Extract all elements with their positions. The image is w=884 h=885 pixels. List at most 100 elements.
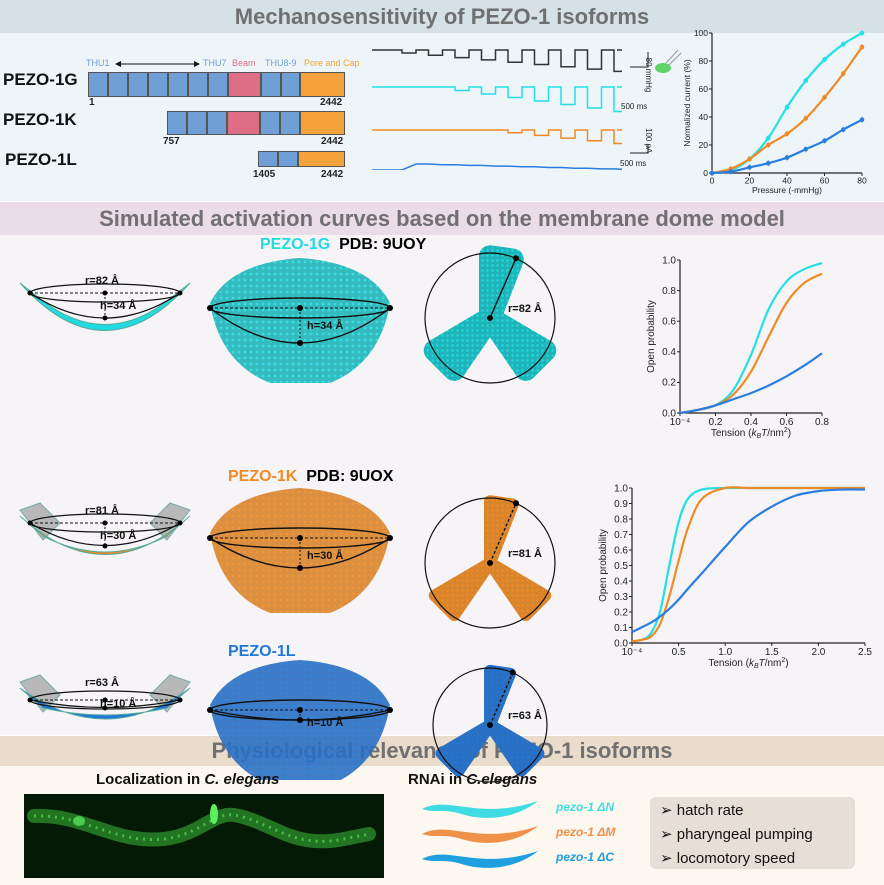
pezo-1l-current-trace <box>372 163 622 170</box>
worm-icon <box>422 851 538 868</box>
thu-domain <box>261 72 281 97</box>
pezo-1g-current-trace <box>372 86 622 113</box>
structure-side-view <box>207 660 393 780</box>
x-tick-label: 0.2 <box>709 417 723 428</box>
thu-domain <box>148 72 168 97</box>
section-title-simulation: Simulated activation curves based on the… <box>0 202 884 235</box>
series-line-0 <box>711 32 863 175</box>
axis-line <box>679 260 822 414</box>
rnai-label: pezo-1 ΔM <box>556 825 616 839</box>
phenotype-label: hatch rate <box>676 802 744 819</box>
arrow-icon <box>115 61 200 67</box>
series-line-1 <box>631 486 865 643</box>
pore-cap-domain <box>298 151 345 167</box>
series-line-2 <box>631 488 866 634</box>
isoform-label-1l: PEZO-1L <box>5 150 77 169</box>
height-label: h=30 Å <box>100 530 137 542</box>
isoform-name: PEZO-1G <box>260 236 331 253</box>
x-axis-label: Tension (kBT/nm2) <box>708 657 788 670</box>
phenotype-item: ➢ locomotory speed <box>660 850 796 867</box>
rnai-label: pezo-1 ΔC <box>556 850 615 864</box>
x-tick-label: 2.5 <box>858 647 872 658</box>
thu-domain <box>260 111 280 135</box>
thu-domain <box>278 151 298 167</box>
localization-title-prefix: Localization in <box>96 771 205 788</box>
x-tick-label: 10⁻⁴ <box>670 417 691 428</box>
y-axis-label: Normalized current (%) <box>682 59 692 147</box>
x-tick-label: 0.5 <box>672 647 686 658</box>
y-tick-label: 0.0 <box>662 408 676 419</box>
radius-label: r=63 Å <box>85 677 119 689</box>
rnai-title-prefix: RNAi in <box>408 771 467 788</box>
y-tick-label: 0.9 <box>614 499 628 510</box>
current-traces <box>372 49 622 170</box>
x-tick-label: 0 <box>710 176 715 186</box>
membrane-dome-schematic <box>19 502 191 555</box>
y-tick-label: 60 <box>699 84 709 94</box>
y-tick-label: 20 <box>699 140 709 150</box>
y-axis-label: Open probability <box>646 300 657 373</box>
y-tick-label: 0.4 <box>614 576 628 587</box>
worm-icon <box>422 801 538 818</box>
pressure-response-chart: 0 20 40 60 80 0 20 40 60 80 100 Pressure (-mmHg) Nor… <box>682 28 867 195</box>
y-tick-label: 100 <box>694 28 708 38</box>
isoform-name: PEZO-1L <box>228 643 296 660</box>
model-title: PEZO-1K PDB: 9UOX <box>228 468 393 486</box>
residue-end: 2442 <box>320 97 343 108</box>
thu-domain <box>280 111 300 135</box>
x-axis-label: Tension (kBT/nm2) <box>711 427 791 440</box>
x-tick-label: 0.8 <box>815 417 829 428</box>
radius-label: r=82 Å <box>85 275 119 287</box>
x-tick-label: 20 <box>745 176 755 186</box>
x-axis-label: Pressure (-mmHg) <box>752 185 822 195</box>
structure-top-view <box>423 245 557 384</box>
radius-label: r=81 Å <box>85 505 119 517</box>
time-scale-label: 500 ms <box>620 159 647 168</box>
y-tick-label: 0.6 <box>662 317 676 328</box>
domain-bar-1g <box>88 72 345 97</box>
thu-domain <box>207 111 227 135</box>
species-name: C.elegans <box>466 771 538 788</box>
radius-label: r=82 Å <box>508 303 542 315</box>
series-line-0 <box>631 486 865 643</box>
x-tick-label: 1.5 <box>765 647 779 658</box>
y-tick-label: 0.3 <box>614 592 628 603</box>
cell-icon <box>655 63 671 73</box>
series-line-2 <box>679 352 823 415</box>
pore-cap-domain <box>300 111 345 135</box>
phenotype-list: ➢ hatch rate ➢ pharyngeal pumping ➢ loco… <box>650 797 855 869</box>
axis-line <box>711 33 862 174</box>
y-tick-label: 0.5 <box>614 561 628 572</box>
x-tick-label: 60 <box>820 176 830 186</box>
domain-label-pore-cap: Pore and Cap <box>304 58 360 68</box>
height-label: h=10 Å <box>100 698 137 710</box>
domain-bar-1k <box>167 111 345 135</box>
thu-domain <box>281 72 300 97</box>
rnai-label: pezo-1 ΔN <box>556 800 615 814</box>
y-tick-label: 0.8 <box>662 286 676 297</box>
domain-label-thu1: THU1 <box>86 58 110 68</box>
y-tick-label: 0.2 <box>662 378 676 389</box>
model-title: PEZO-1G PDB: 9UOY <box>260 236 426 254</box>
height-label: h=34 Å <box>100 300 137 312</box>
y-axis-label: Open probability <box>598 529 609 602</box>
model-title: PEZO-1L <box>228 643 304 661</box>
y-tick-label: 0.2 <box>614 607 628 618</box>
structure-top-view <box>432 664 548 783</box>
worm-fluorescence-image <box>24 794 384 878</box>
y-tick-label: 0.0 <box>614 638 628 649</box>
structure-top-view <box>424 495 556 629</box>
y-tick-label: 1.0 <box>614 483 628 494</box>
y-tick-label: 0.8 <box>614 514 628 525</box>
x-tick-label: 2.0 <box>811 647 825 658</box>
x-tick-label: 0.4 <box>744 417 758 428</box>
series-line-2 <box>711 118 863 175</box>
radius-label: r=63 Å <box>508 710 542 722</box>
phenotype-label: locomotory speed <box>676 850 796 867</box>
phenotype-item: ➢ pharyngeal pumping <box>660 826 813 843</box>
residue-end: 2442 <box>321 169 344 180</box>
x-tick-label: 1.0 <box>718 647 732 658</box>
pdb-id: PDB: 9UOY <box>339 236 427 253</box>
species-name: C. elegans <box>204 771 280 788</box>
domain-label-thu8-9: THU8-9 <box>265 58 297 68</box>
